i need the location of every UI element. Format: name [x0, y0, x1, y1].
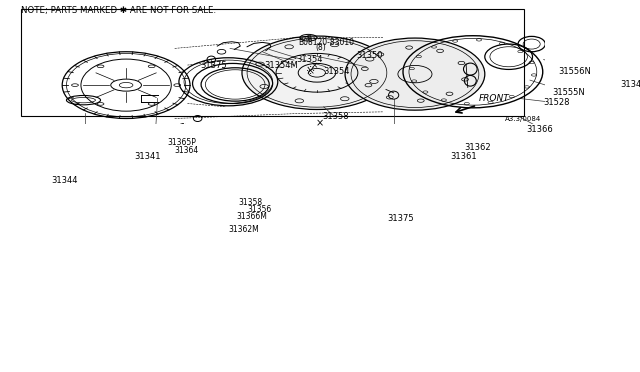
Text: 31358: 31358	[239, 198, 262, 207]
Text: ×: ×	[316, 118, 323, 128]
Text: ×: ×	[311, 62, 319, 71]
Text: B: B	[306, 35, 311, 41]
Text: 31364: 31364	[175, 146, 199, 155]
Bar	[21, 9, 524, 116]
Text: NOTE; PARTS MARKED ✱ ARE NOT FOR SALE.: NOTE; PARTS MARKED ✱ ARE NOT FOR SALE.	[21, 6, 216, 15]
Text: (8): (8)	[316, 43, 326, 52]
Text: ※: ※	[305, 66, 315, 76]
Text: 31341: 31341	[134, 152, 161, 161]
Text: 31375: 31375	[388, 214, 414, 223]
Text: 31362: 31362	[465, 143, 491, 152]
Text: 31366: 31366	[527, 125, 554, 134]
Text: 31354M: 31354M	[264, 61, 298, 70]
Text: B08120-83010: B08120-83010	[298, 38, 354, 47]
Text: 31555N: 31555N	[552, 88, 585, 97]
Text: 31354: 31354	[324, 67, 350, 76]
Text: 31528: 31528	[543, 98, 570, 107]
Text: 31365P: 31365P	[167, 138, 196, 147]
Text: 31366M: 31366M	[237, 212, 268, 221]
Text: 31375: 31375	[200, 61, 227, 70]
Ellipse shape	[345, 38, 485, 110]
Text: 31556N: 31556N	[558, 67, 591, 76]
Text: 31354: 31354	[296, 55, 323, 64]
Ellipse shape	[242, 36, 392, 109]
Text: A3.3/0084: A3.3/0084	[505, 116, 541, 122]
Text: 31350: 31350	[356, 51, 383, 60]
Text: FRONT: FRONT	[479, 94, 509, 103]
Text: 31361: 31361	[450, 152, 477, 161]
Text: 31356: 31356	[247, 205, 271, 214]
Text: 31340: 31340	[620, 80, 640, 89]
Text: 31344: 31344	[51, 176, 77, 185]
Text: 31362M: 31362M	[228, 225, 259, 234]
Text: 31358: 31358	[322, 112, 349, 121]
